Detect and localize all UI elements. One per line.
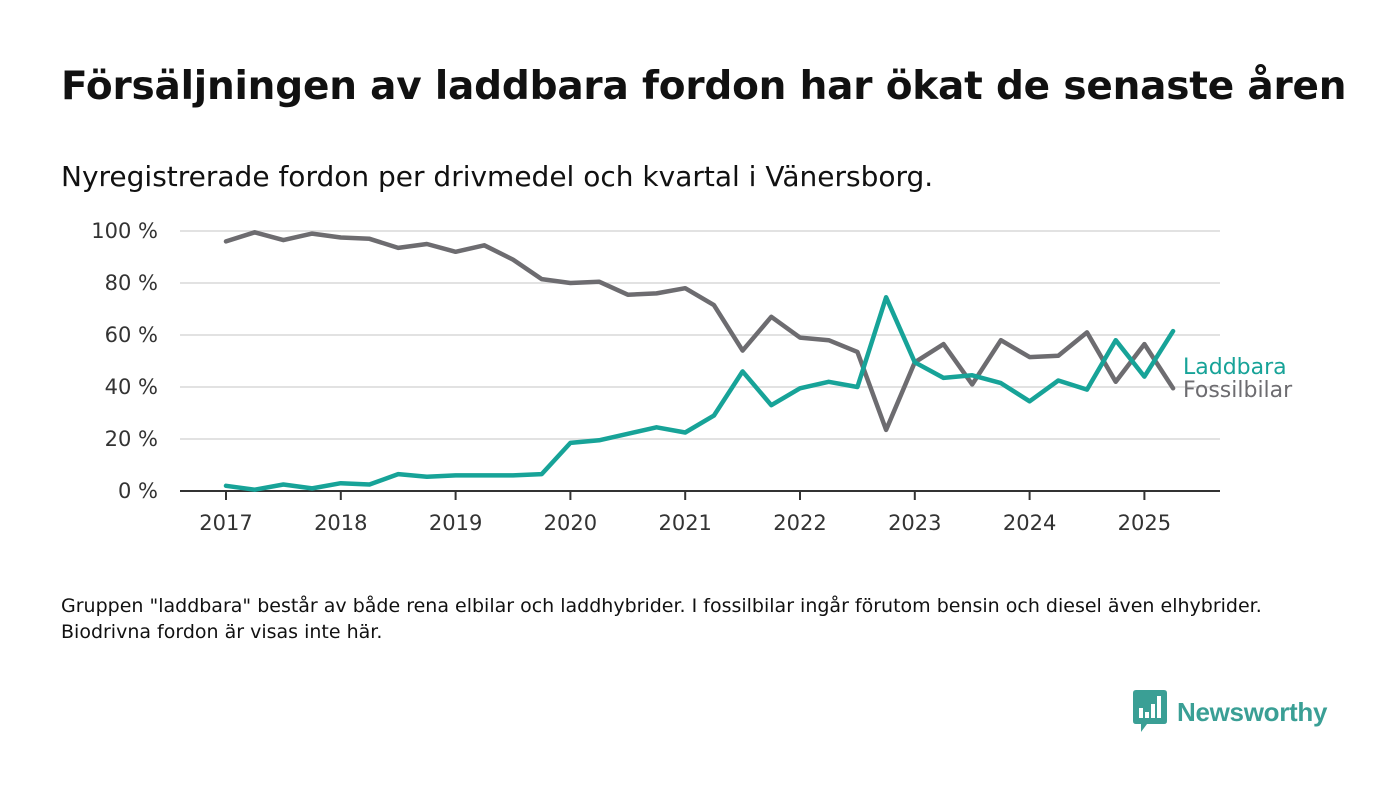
y-tick-label: 60 % xyxy=(105,323,158,347)
x-tick-label: 2020 xyxy=(544,511,597,535)
y-axis-labels: 0 % 20 % 40 % 60 % 80 % 100 % xyxy=(91,219,158,503)
x-tick-label: 2024 xyxy=(1003,511,1056,535)
chart-subtitle: Nyregistrerade fordon per drivmedel och … xyxy=(61,160,934,193)
newsworthy-brand[interactable]: Newsworthy xyxy=(1133,690,1327,734)
gridlines xyxy=(180,230,1220,440)
newsworthy-logo-icon xyxy=(1133,690,1167,732)
series-lines xyxy=(223,230,1176,492)
series-label-fossilbilar: Fossilbilar xyxy=(1183,378,1293,403)
y-tick-label: 20 % xyxy=(105,427,158,451)
x-tick-label: 2023 xyxy=(888,511,941,535)
x-tick-label: 2017 xyxy=(199,511,252,535)
y-tick-label: 80 % xyxy=(105,271,158,295)
line-chart: 0 % 20 % 40 % 60 % 80 % 100 % 2017 2018 2019 202… xyxy=(91,219,1293,535)
x-tick-label: 2021 xyxy=(658,511,711,535)
x-tick-label: 2025 xyxy=(1118,511,1171,535)
x-tick-label: 2018 xyxy=(314,511,367,535)
series-label-laddbara: Laddbara xyxy=(1183,355,1287,380)
x-tick-label: 2022 xyxy=(773,511,826,535)
series-line-laddbara xyxy=(223,295,1176,492)
x-axis: 2017 2018 2019 2020 2021 2022 2023 2024 2025 xyxy=(180,490,1220,535)
y-tick-label: 40 % xyxy=(105,375,158,399)
y-tick-label: 100 % xyxy=(91,219,158,243)
y-tick-label: 0 % xyxy=(118,479,158,503)
chart-title: Försäljningen av laddbara fordon har öka… xyxy=(61,64,1347,109)
series-line-fossilbilar xyxy=(223,230,1176,433)
brand-name: Newsworthy xyxy=(1177,696,1328,727)
x-tick-label: 2019 xyxy=(429,511,482,535)
footnote: Gruppen "laddbara" består av både rena e… xyxy=(61,595,1262,643)
